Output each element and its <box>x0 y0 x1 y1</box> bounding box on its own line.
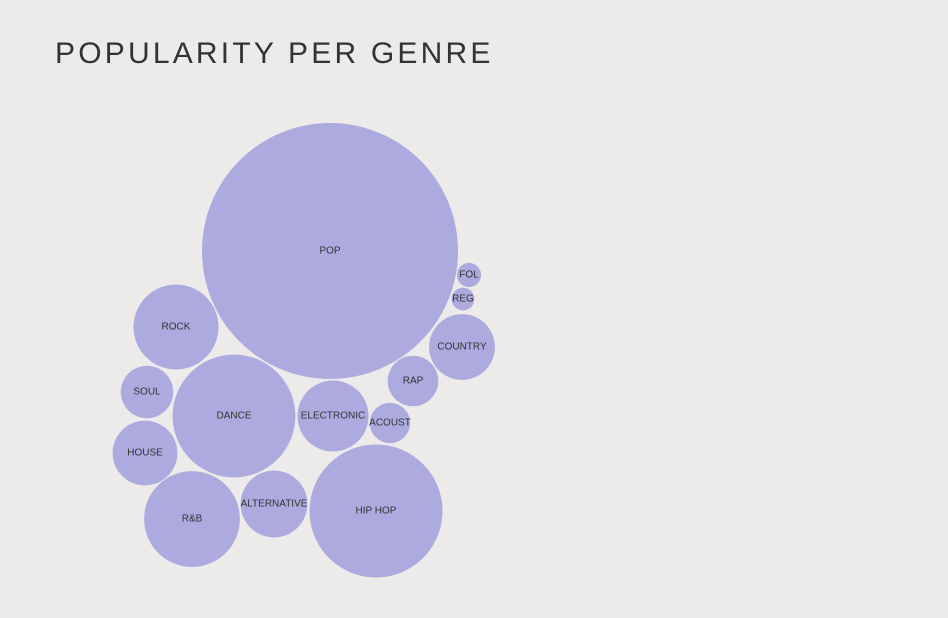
bubble-acoust <box>369 402 411 444</box>
bubble-label-rap: RAP <box>403 376 424 387</box>
bubble-pop <box>202 123 458 379</box>
bubble-label-pop: POP <box>319 246 340 257</box>
bubble-label-fol: FOL <box>459 270 479 281</box>
chart-title: POPULARITY PER GENRE <box>55 37 494 70</box>
bubble-country <box>429 314 495 380</box>
bubble-label-house: HOUSE <box>127 448 163 459</box>
bubble-label-soul: SOUL <box>133 387 161 398</box>
bubble-fol <box>456 262 482 288</box>
bubble-label-dance: DANCE <box>216 411 251 422</box>
bubble-dance <box>172 354 296 478</box>
bubble-house <box>112 420 178 486</box>
bubble-label-randb: R&B <box>182 514 203 525</box>
bubble-soul <box>120 365 174 419</box>
bubble-label-reg: REG <box>452 294 474 305</box>
bubble-label-country: COUNTRY <box>437 342 487 353</box>
bubble-label-rock: ROCK <box>162 322 191 333</box>
bubble-rap <box>387 355 439 407</box>
bubble-label-electronic: ELECTRONIC <box>301 411 365 422</box>
bubble-reg <box>451 287 475 311</box>
bubble-rock <box>133 284 219 370</box>
bubble-label-acoust: ACOUST <box>369 418 411 429</box>
bubble-randb <box>144 471 240 567</box>
bubble-hip-hop <box>309 444 443 578</box>
bubble-label-alternative: ALTERNATIVE <box>241 499 308 510</box>
bubble-group: POP HIP HOP DANCE R&B ROCK ELECTRONIC COUNTRY A… <box>112 123 495 578</box>
bubble-label-hip-hop: HIP HOP <box>356 506 397 517</box>
bubble-electronic <box>297 380 369 452</box>
bubble-alternative <box>240 470 308 538</box>
